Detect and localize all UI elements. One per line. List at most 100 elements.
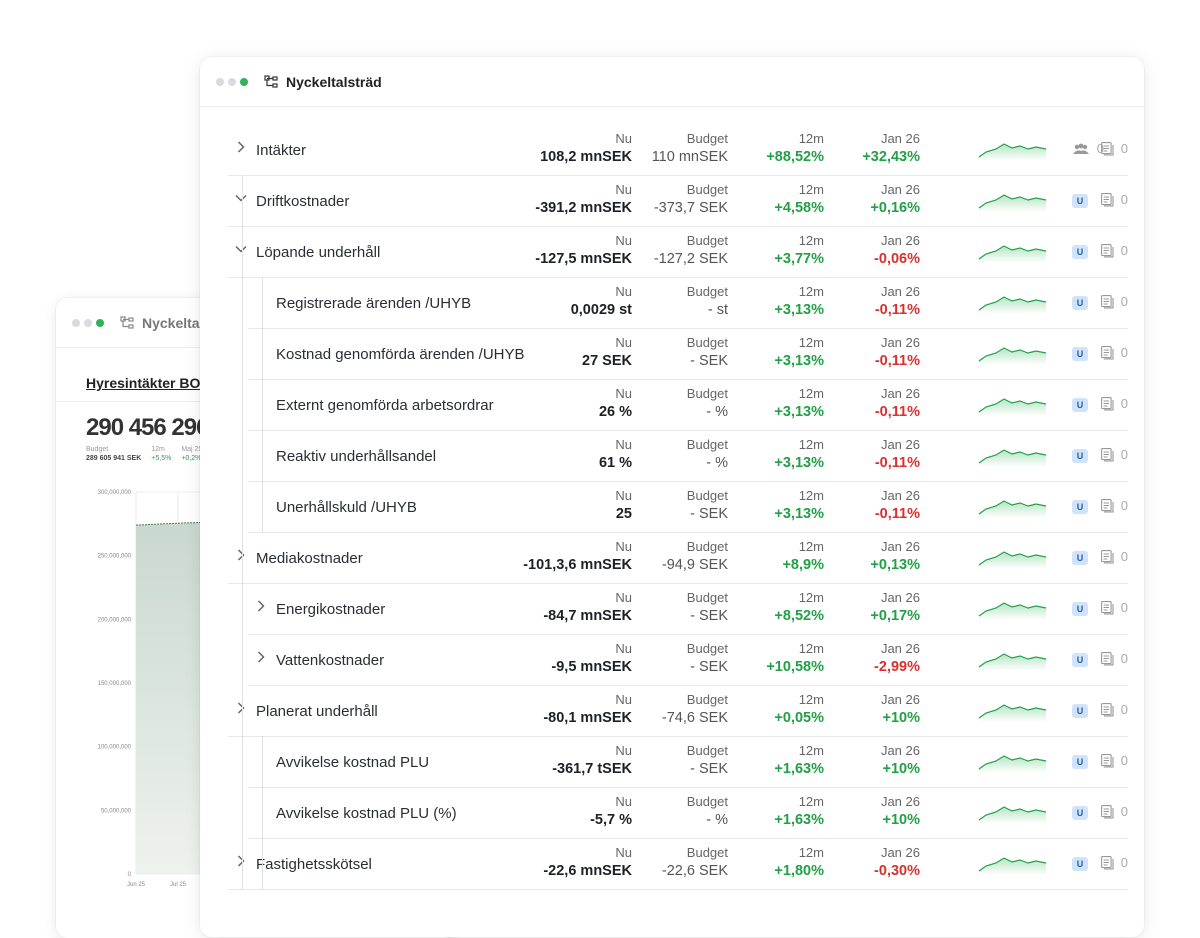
window-controls[interactable]	[216, 77, 248, 86]
nu-cell: Nu -22,6 mnSEK	[543, 844, 632, 881]
document-icon[interactable]	[1101, 652, 1114, 666]
month-label: Jan 26	[880, 437, 920, 452]
tree-row[interactable]: Driftkostnader Nu -391,2 mnSEK Budget -373,7…	[228, 175, 1128, 227]
m12-cell: 12m +0,05%	[774, 691, 824, 728]
chevron-down-icon[interactable]	[234, 242, 248, 256]
document-icon[interactable]	[1101, 295, 1114, 309]
user-badge[interactable]: U	[1072, 704, 1088, 718]
sparkline	[978, 551, 1047, 569]
tree-guide-line	[262, 277, 263, 532]
nu-cell: Nu -101,3,6 mnSEK	[523, 538, 632, 575]
document-icon[interactable]	[1101, 142, 1114, 156]
row-label[interactable]: Vattenkostnader	[276, 652, 385, 669]
window-dot[interactable]	[228, 77, 236, 86]
document-icon[interactable]	[1101, 754, 1114, 768]
user-badge[interactable]: U	[1072, 602, 1088, 616]
user-badge[interactable]: U	[1072, 857, 1088, 871]
month-cell: Jan 26 -2,99%	[874, 640, 920, 677]
budget-label: Budget	[686, 743, 728, 758]
user-badge[interactable]: U	[1072, 194, 1088, 208]
budget-label: Budget	[686, 386, 728, 401]
chevron-right-icon[interactable]	[234, 548, 248, 562]
document-icon[interactable]	[1101, 244, 1114, 258]
row-label[interactable]: Avvikelse kostnad PLU (%)	[276, 805, 457, 822]
tree-row[interactable]: Löpande underhåll Nu -127,5 mnSEK Budget -12…	[228, 226, 1128, 278]
chevron-down-icon[interactable]	[234, 191, 248, 205]
tree-row[interactable]: Vattenkostnader Nu -9,5 mnSEK Budget - SEK 12…	[248, 634, 1128, 686]
document-icon[interactable]	[1101, 448, 1114, 462]
window-dot-green[interactable]	[96, 318, 104, 327]
chevron-right-icon[interactable]	[234, 854, 248, 868]
chevron-right-icon[interactable]	[234, 140, 248, 154]
12m-value: +5,5%	[151, 455, 172, 462]
chevron-right-icon[interactable]	[254, 599, 268, 613]
document-icon[interactable]	[1101, 397, 1114, 411]
document-icon[interactable]	[1101, 499, 1114, 513]
window-controls[interactable]	[72, 318, 104, 327]
people-icon[interactable]	[1072, 143, 1090, 156]
user-badge[interactable]: U	[1072, 551, 1088, 565]
user-badge[interactable]: U	[1072, 245, 1088, 259]
row-label[interactable]: Avvikelse kostnad PLU	[276, 754, 430, 771]
tree-row[interactable]: Fastighetsskötsel Nu -22,6 mnSEK Budget -22,…	[228, 838, 1128, 890]
month-value: -2,99%	[874, 659, 920, 675]
tree-guide-line	[262, 736, 263, 889]
document-icon[interactable]	[1101, 805, 1114, 819]
row-label[interactable]: Registrerade ärenden /UHYB	[276, 295, 472, 312]
month-value: +10%	[882, 761, 921, 777]
row-label[interactable]: Mediakostnader	[256, 550, 363, 567]
tree-row[interactable]: Avvikelse kostnad PLU Nu -361,7 tSEK Budget…	[248, 736, 1128, 788]
row-label[interactable]: Intäkter	[256, 142, 307, 159]
user-badge[interactable]: U	[1072, 398, 1088, 412]
row-label[interactable]: Reaktiv underhållsandel	[276, 448, 437, 465]
window-dot[interactable]	[216, 77, 224, 86]
window-dot-green[interactable]	[240, 77, 248, 86]
sparkline	[978, 347, 1047, 365]
user-badge[interactable]: U	[1072, 653, 1088, 667]
row-label[interactable]: Driftkostnader	[256, 193, 350, 210]
row-label[interactable]: Löpande underhåll	[256, 244, 381, 261]
user-badge[interactable]: U	[1072, 806, 1088, 820]
budget-label: Budget	[686, 794, 728, 809]
month-value: -0,06%	[874, 251, 920, 267]
tree-row[interactable]: Energikostnader Nu -84,7 mnSEK Budget - SEK 1…	[248, 583, 1128, 635]
tree-row[interactable]: Avvikelse kostnad PLU (%) Nu -5,7 % Budget -…	[248, 787, 1128, 839]
user-badge[interactable]: U	[1072, 347, 1088, 361]
m12-label: 12m	[798, 488, 824, 503]
month-label: Jan 26	[880, 182, 920, 197]
document-icon[interactable]	[1101, 550, 1114, 564]
user-badge[interactable]: U	[1072, 296, 1088, 310]
document-count: 0	[1120, 855, 1128, 870]
row-label[interactable]: Energikostnader	[276, 601, 386, 618]
tree-row[interactable]: Unerhållskuld /UHYB Nu 25 Budget - SEK 12m +3,…	[248, 481, 1128, 533]
tree-row[interactable]: Mediakostnader Nu -101,3,6 mnSEK Budget -94,…	[228, 532, 1128, 584]
row-label[interactable]: Kostnad genomförda ärenden /UHYB	[276, 346, 525, 363]
tree-row[interactable]: Externt genomförda arbetsordrar Nu 26 % Bud…	[248, 379, 1128, 431]
tree-row[interactable]: Registrerade ärenden /UHYB Nu 0,0029 st Bud…	[248, 277, 1128, 329]
chevron-right-icon[interactable]	[254, 650, 268, 664]
document-icon[interactable]	[1101, 601, 1114, 615]
user-badge[interactable]: U	[1072, 449, 1088, 463]
window-dot[interactable]	[72, 318, 80, 327]
budget-label: Budget	[686, 182, 728, 197]
user-badge[interactable]: U	[1072, 500, 1088, 514]
document-icon[interactable]	[1101, 703, 1114, 717]
tree-row[interactable]: Kostnad genomförda ärenden /UHYB Nu 27 SEK…	[248, 328, 1128, 380]
chevron-right-icon[interactable]	[234, 701, 248, 715]
user-badge[interactable]: U	[1072, 755, 1088, 769]
tree-row[interactable]: Reaktiv underhållsandel Nu 61 % Budget - % 12…	[248, 430, 1128, 482]
tree-row[interactable]: Planerat underhåll Nu -80,1 mnSEK Budget -74…	[228, 685, 1128, 737]
budget-label: Budget	[686, 488, 728, 503]
document-icon[interactable]	[1101, 346, 1114, 360]
tree-row[interactable]: Intäkter Nu 108,2 mnSEK Budget 110 mnSEK 12m +…	[228, 124, 1128, 176]
row-label[interactable]: Planerat underhåll	[256, 703, 378, 720]
row-label[interactable]: Fastighetsskötsel	[256, 856, 372, 873]
window-dot[interactable]	[84, 318, 92, 327]
m12-value: +88,52%	[766, 149, 824, 165]
document-icon[interactable]	[1101, 856, 1114, 870]
nu-label: Nu	[615, 692, 632, 707]
row-label[interactable]: Unerhållskuld /UHYB	[276, 499, 417, 516]
row-label[interactable]: Externt genomförda arbetsordrar	[276, 397, 494, 414]
document-icon[interactable]	[1101, 193, 1114, 207]
m12-value: +4,58%	[774, 200, 824, 216]
